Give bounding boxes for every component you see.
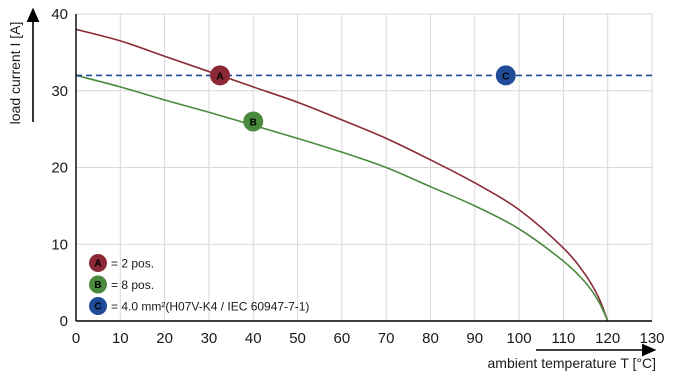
tick-labels: 0 10 20 30 40 50 60 70 80 90 100 110 120 130 0 10 20 30 40 (51, 6, 664, 347)
legend-marker-a (89, 254, 107, 272)
x-tick-label: 80 (422, 330, 439, 347)
legend: A = 2 pos. B = 8 pos. C = 4.0 mm²(H07V-K4 / I… (89, 254, 309, 315)
series-line-a (75, 28, 609, 322)
curve-marker-b (243, 111, 264, 132)
series-lines (75, 28, 652, 322)
x-tick-label: 110 (551, 330, 575, 347)
legend-entry-text: = 4.0 mm²(H07V-K4 / IEC 60947-7-1) (111, 300, 309, 314)
x-tick-label: 60 (334, 330, 351, 347)
x-tick-label: 30 (201, 330, 218, 347)
curve-marker-letter: B (250, 117, 257, 128)
curve-marker-letter: C (502, 71, 509, 82)
x-tick-label: 130 (639, 330, 664, 347)
legend-marker-letter: A (94, 259, 101, 270)
y-axis-title: load current I [A] (7, 22, 23, 125)
x-tick-label: 20 (156, 330, 173, 347)
y-tick-label: 40 (51, 6, 68, 23)
legend-entry-text: = 8 pos. (111, 278, 154, 292)
curve-marker-c (495, 65, 516, 86)
x-tick-label: 40 (245, 330, 262, 347)
x-tick-label: 90 (466, 330, 483, 347)
x-tick-label: 100 (507, 330, 532, 347)
legend-entry-text: = 2 pos. (111, 257, 154, 271)
legend-marker-letter: C (94, 302, 101, 313)
curve-markers: A B C (210, 65, 516, 132)
y-tick-label: 0 (60, 313, 68, 330)
legend-marker-b (89, 275, 107, 294)
curve-marker-a (210, 65, 230, 86)
y-tick-label: 10 (51, 236, 68, 253)
legend-marker-letter: B (94, 280, 101, 291)
x-tick-label: 10 (112, 330, 129, 347)
series-line-b (75, 74, 609, 322)
y-tick-label: 30 (51, 83, 68, 100)
x-tick-label: 50 (289, 330, 306, 347)
y-tick-label: 20 (51, 160, 68, 177)
axes (26, 7, 657, 357)
x-tick-label: 0 (72, 330, 80, 347)
x-axis-title: ambient temperature T [°C] (488, 355, 657, 371)
grid (75, 13, 653, 322)
curve-marker-letter: A (216, 71, 223, 82)
x-tick-label: 70 (378, 330, 395, 347)
x-tick-label: 120 (595, 330, 620, 347)
legend-marker-c (89, 297, 107, 315)
